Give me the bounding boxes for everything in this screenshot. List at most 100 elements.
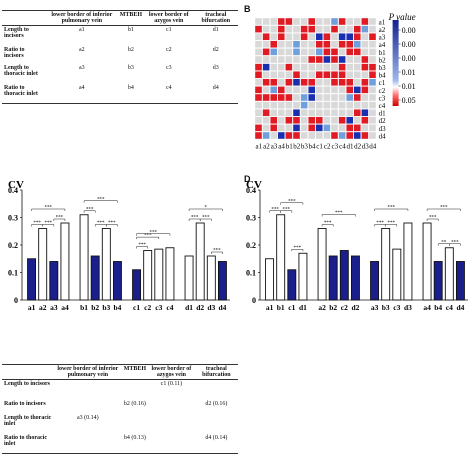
heatmap-cell bbox=[254, 25, 263, 33]
significance-label: *** bbox=[388, 206, 396, 211]
heatmap-cell bbox=[285, 131, 293, 140]
heatmap-cell bbox=[292, 71, 301, 79]
heatmap-cell bbox=[262, 33, 270, 41]
bar bbox=[287, 269, 297, 301]
heatmap-col-label: b4 bbox=[309, 143, 317, 151]
heatmap-cell bbox=[300, 86, 308, 94]
significance-bracket bbox=[211, 251, 223, 254]
significance-label: *** bbox=[288, 199, 296, 204]
bar bbox=[422, 222, 432, 301]
legend-tick-label: 0.05 bbox=[402, 96, 416, 105]
heatmap-col-label: c4 bbox=[339, 143, 346, 151]
heatmap-cell bbox=[308, 93, 316, 102]
significance-bracket bbox=[136, 236, 160, 240]
heatmap-cell bbox=[338, 63, 346, 71]
heatmap-cell bbox=[285, 55, 293, 64]
heatmap-cell bbox=[300, 101, 308, 109]
table-cell: c1 (0.11) bbox=[160, 381, 183, 387]
heatmap-cell bbox=[315, 63, 324, 71]
heatmap-cell bbox=[262, 86, 270, 94]
heatmap-cell bbox=[270, 63, 278, 71]
heatmap-cell bbox=[323, 78, 331, 87]
heatmap-cell bbox=[323, 33, 331, 41]
significance-label: *** bbox=[451, 240, 459, 245]
row-label: Ratio to incisors bbox=[4, 400, 46, 407]
heatmap-row-label: c4 bbox=[379, 102, 386, 110]
heatmap-cell bbox=[292, 116, 301, 125]
heatmap-cell bbox=[270, 93, 278, 102]
significance-bracket bbox=[374, 208, 409, 211]
significance-label: *** bbox=[335, 211, 343, 216]
table-cell: b2 (0.16) bbox=[123, 400, 146, 407]
y-tick-label: 0.1 bbox=[8, 269, 18, 278]
x-tick-label: a2 bbox=[39, 303, 47, 312]
heatmap-cell bbox=[368, 93, 377, 102]
heatmap-row-label: d2 bbox=[379, 117, 387, 125]
heatmap-cell bbox=[345, 71, 354, 79]
heatmap-cell bbox=[353, 55, 362, 64]
bar bbox=[60, 222, 70, 301]
heatmap-cell bbox=[361, 108, 369, 117]
heatmap-cell bbox=[254, 101, 263, 109]
heatmap-cell bbox=[277, 124, 285, 132]
significance-label: *** bbox=[138, 243, 146, 248]
heatmap-cell bbox=[338, 101, 346, 109]
significance-bracket bbox=[83, 210, 96, 213]
bar bbox=[317, 228, 327, 301]
heatmap-cell bbox=[308, 131, 316, 140]
x-tick-label: a1 bbox=[266, 303, 274, 312]
heatmap-cell bbox=[315, 71, 324, 79]
heatmap-cell bbox=[285, 108, 293, 117]
heatmap-row-label: b2 bbox=[379, 56, 387, 64]
table-cell bbox=[148, 434, 195, 454]
heatmap-col-label: d4 bbox=[369, 143, 377, 151]
heatmap-cell bbox=[262, 108, 270, 117]
heatmap-cell bbox=[353, 116, 362, 125]
x-tick-label: b4 bbox=[113, 303, 121, 312]
heatmap-cell bbox=[300, 55, 308, 64]
significance-label: *** bbox=[45, 206, 53, 211]
heatmap-cell bbox=[285, 101, 293, 109]
heatmap-cell bbox=[361, 40, 369, 48]
x-tick-label: b2 bbox=[329, 303, 337, 312]
heatmap-col-label: a2 bbox=[263, 143, 270, 151]
heatmap-cell bbox=[308, 55, 316, 64]
row-label: Length to incisors bbox=[4, 381, 51, 387]
heatmap-cell bbox=[345, 48, 354, 56]
heatmap-cell bbox=[368, 78, 377, 87]
heatmap-cell bbox=[330, 93, 339, 102]
heatmap-cell bbox=[262, 78, 270, 87]
heatmap-cell bbox=[361, 63, 369, 71]
heatmap-cell bbox=[330, 55, 339, 64]
heatmap-cell bbox=[300, 131, 308, 140]
heatmap-col-label: b3 bbox=[301, 143, 309, 151]
y-tick-label: 0 bbox=[252, 296, 256, 305]
y-axis-title: CV bbox=[8, 179, 24, 191]
heatmap-cell bbox=[277, 63, 285, 71]
heatmap-cell bbox=[285, 33, 293, 41]
bar-chart-by-measure: CV 0 0.1 0.2 0.3 0.4 a1 b1 c1 d1 a2 b2 c2 d2 a3 b3 c3 d3 a… bbox=[246, 179, 468, 312]
significance-bracket bbox=[199, 218, 212, 221]
heatmap-cell bbox=[368, 86, 377, 94]
heatmap-cell bbox=[345, 33, 354, 41]
heatmap-cell bbox=[315, 40, 324, 48]
x-tick-label: a2 bbox=[318, 303, 326, 312]
table-cell bbox=[122, 380, 148, 400]
heatmap-cell bbox=[254, 48, 263, 56]
heatmap-row-label: a3 bbox=[379, 34, 386, 42]
row-label: Length to thoracic inlet bbox=[4, 64, 38, 77]
heatmap-cell bbox=[262, 93, 270, 102]
heatmap-cell bbox=[308, 25, 316, 33]
heatmap-cell bbox=[338, 124, 346, 132]
heatmap-cell bbox=[277, 101, 285, 109]
heatmap-cell bbox=[308, 116, 316, 125]
table-cell bbox=[54, 434, 122, 454]
heatmap-cell bbox=[292, 55, 301, 64]
heatmap-cell bbox=[300, 78, 308, 87]
significance-label: *** bbox=[271, 207, 279, 212]
bar bbox=[276, 214, 286, 301]
heatmap-cell bbox=[368, 124, 377, 132]
table-cell: c2 bbox=[165, 46, 172, 53]
table-header-row: lower border of inferior pulmonary vein … bbox=[2, 10, 238, 26]
table-cell: a3 bbox=[79, 64, 85, 71]
